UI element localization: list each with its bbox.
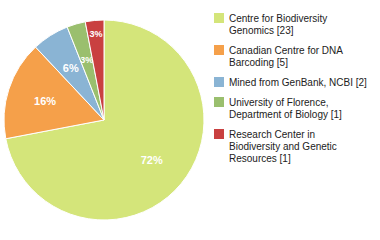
legend-swatch bbox=[214, 77, 224, 87]
legend-label: University of Florence,Department of Bio… bbox=[229, 97, 342, 120]
legend-label-line: Department of Biology [1] bbox=[229, 109, 342, 120]
data-labels: 72%16%6%3%3% bbox=[34, 29, 163, 165]
data-label: 72% bbox=[141, 154, 163, 166]
legend-label: Canadian Centre for DNABarcoding [5] bbox=[229, 45, 343, 68]
legend-label-line: Mined from GenBank, NCBI [2] bbox=[229, 77, 367, 88]
legend-label: Mined from GenBank, NCBI [2] bbox=[229, 77, 367, 88]
legend: Centre for BiodiversityGenomics [23] Cana… bbox=[214, 13, 367, 164]
chart-container: 72%16%6%3%3%Centre for BiodiversityGenom… bbox=[0, 0, 380, 240]
legend-label-line: Centre for Biodiversity bbox=[229, 13, 327, 24]
legend-label-line: Canadian Centre for DNA bbox=[229, 45, 343, 56]
legend-label-line: Research Center in bbox=[229, 129, 315, 140]
legend-label: Research Center inBiodiversity and Genet… bbox=[229, 129, 337, 164]
legend-label-line: Resources [1] bbox=[229, 153, 291, 164]
legend-label-line: Biodiversity and Genetic bbox=[229, 141, 337, 152]
legend-swatch bbox=[214, 13, 224, 23]
data-label: 3% bbox=[80, 55, 93, 65]
legend-label-line: Genomics [23] bbox=[229, 25, 294, 36]
legend-swatch bbox=[214, 45, 224, 55]
legend-swatch bbox=[214, 97, 224, 107]
legend-label-line: Barcoding [5] bbox=[229, 57, 288, 68]
legend-label: Centre for BiodiversityGenomics [23] bbox=[229, 13, 327, 36]
slice bbox=[85, 20, 104, 120]
data-label: 6% bbox=[63, 62, 79, 74]
chart: 72%16%6%3%3%Centre for BiodiversityGenom… bbox=[0, 0, 380, 240]
legend-swatch bbox=[214, 129, 224, 139]
legend-label-line: University of Florence, bbox=[229, 97, 328, 108]
slices bbox=[4, 20, 204, 220]
data-label: 16% bbox=[34, 95, 56, 107]
data-label: 3% bbox=[89, 29, 102, 39]
